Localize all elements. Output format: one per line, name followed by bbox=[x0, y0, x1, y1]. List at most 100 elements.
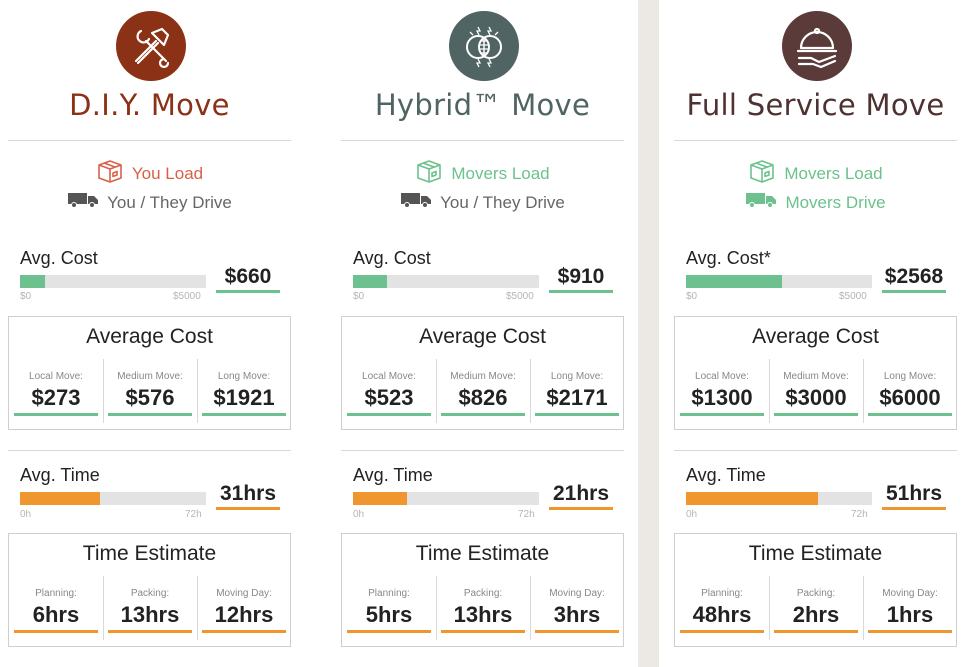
cell-divider bbox=[769, 576, 770, 640]
cell-value: 5hrs bbox=[347, 602, 431, 633]
cell-value: $273 bbox=[14, 385, 98, 416]
cell-value: $2171 bbox=[535, 385, 619, 416]
cell-label: Packing: bbox=[796, 588, 836, 599]
move-column-2: Full Service Move Movers Load Movers Drive… bbox=[659, 0, 966, 667]
drive-label: You / They Drive bbox=[107, 192, 232, 212]
cell-divider bbox=[103, 576, 104, 640]
hybrid-icon bbox=[449, 11, 519, 81]
cost-cell: Medium Move: $3000 bbox=[769, 359, 863, 425]
cell-divider bbox=[863, 359, 864, 423]
cell-value: 13hrs bbox=[108, 602, 192, 633]
time-bar bbox=[20, 492, 206, 505]
truck-icon bbox=[400, 192, 432, 213]
box-title: Time Estimate bbox=[748, 542, 883, 565]
cell-value: $6000 bbox=[868, 385, 952, 416]
cost-bar bbox=[20, 275, 206, 288]
time-cell: Planning: 5hrs bbox=[342, 576, 436, 642]
cost-cell: Medium Move: $576 bbox=[103, 359, 197, 425]
cost-bar-fill bbox=[686, 275, 782, 288]
cell-label: Long Move: bbox=[550, 371, 604, 382]
cell-label: Long Move: bbox=[883, 371, 937, 382]
cost-cell: Long Move: $2171 bbox=[530, 359, 624, 425]
drive-feature: You / They Drive bbox=[341, 192, 624, 213]
time-bar bbox=[686, 492, 872, 505]
cell-label: Moving Day: bbox=[882, 588, 938, 599]
cell-divider bbox=[530, 359, 531, 423]
load-label: You Load bbox=[131, 163, 204, 183]
cell-value: 6hrs bbox=[14, 602, 98, 633]
divider bbox=[674, 140, 957, 141]
cell-label: Moving Day: bbox=[216, 588, 272, 599]
cost-min: $0 bbox=[20, 291, 32, 302]
time-cell: Packing: 13hrs bbox=[436, 576, 530, 642]
time-bar-fill bbox=[686, 492, 818, 505]
cell-label: Medium Move: bbox=[450, 371, 516, 382]
box-icon bbox=[96, 158, 124, 189]
divider bbox=[341, 140, 624, 141]
time-min: 0h bbox=[353, 509, 365, 520]
cell-value: 1hrs bbox=[868, 602, 952, 633]
time-min: 0h bbox=[686, 509, 698, 520]
cell-label: Local Move: bbox=[362, 371, 416, 382]
cost-max: $5000 bbox=[173, 291, 201, 302]
cost-cell: Local Move: $1300 bbox=[675, 359, 769, 425]
time-estimate-box: Time Estimate Planning: 48hrs Packing: 2hrs M… bbox=[674, 533, 957, 647]
load-label: Movers Load bbox=[784, 163, 883, 183]
cell-label: Local Move: bbox=[29, 371, 83, 382]
cost-min: $0 bbox=[686, 291, 698, 302]
cell-label: Packing: bbox=[130, 588, 170, 599]
avg-time-label: Avg. Time bbox=[353, 465, 433, 485]
cell-divider bbox=[197, 576, 198, 640]
box-icon bbox=[415, 158, 443, 189]
avg-time-value: 51hrs bbox=[882, 482, 946, 510]
column-content: Hybrid™ Move Movers Load You / They Drive A… bbox=[341, 0, 624, 667]
avg-time-label: Avg. Time bbox=[686, 465, 766, 485]
time-bar bbox=[353, 492, 539, 505]
divider bbox=[8, 140, 291, 141]
column-title: Full Service Move bbox=[686, 88, 945, 122]
cell-divider bbox=[436, 576, 437, 640]
time-max: 72h bbox=[851, 509, 868, 520]
time-cell: Packing: 13hrs bbox=[103, 576, 197, 642]
load-feature: Movers Load bbox=[674, 158, 957, 189]
cell-value: 13hrs bbox=[441, 602, 525, 633]
time-cell: Planning: 6hrs bbox=[9, 576, 103, 642]
move-column-0: D.I.Y. Move You Load You / They Drive Avg. … bbox=[0, 0, 332, 667]
cost-max: $5000 bbox=[839, 291, 867, 302]
avg-cost-label: Avg. Cost* bbox=[686, 248, 771, 268]
cell-label: Packing: bbox=[463, 588, 503, 599]
cell-divider bbox=[769, 359, 770, 423]
cost-bar-fill bbox=[20, 275, 45, 288]
avg-time-label: Avg. Time bbox=[20, 465, 100, 485]
cell-value: $826 bbox=[441, 385, 525, 416]
time-cell: Moving Day: 1hrs bbox=[863, 576, 957, 642]
cost-bar-fill bbox=[353, 275, 387, 288]
cost-bar bbox=[353, 275, 539, 288]
time-max: 72h bbox=[518, 509, 535, 520]
move-column-1: Hybrid™ Move Movers Load You / They Drive A… bbox=[326, 0, 638, 667]
box-title: Time Estimate bbox=[415, 542, 550, 565]
cell-divider bbox=[197, 359, 198, 423]
average-cost-box: Average Cost Local Move: $273 Medium Move: $… bbox=[8, 316, 291, 430]
cell-divider bbox=[436, 359, 437, 423]
box-title: Average Cost bbox=[86, 325, 213, 348]
cell-label: Medium Move: bbox=[117, 371, 183, 382]
avg-cost-value: $2568 bbox=[882, 265, 946, 293]
box-title: Time Estimate bbox=[82, 542, 217, 565]
avg-time-value: 21hrs bbox=[549, 482, 613, 510]
drive-label: Movers Drive bbox=[785, 192, 886, 212]
time-bar-fill bbox=[20, 492, 100, 505]
truck-icon bbox=[67, 192, 99, 213]
time-max: 72h bbox=[185, 509, 202, 520]
load-feature: Movers Load bbox=[341, 158, 624, 189]
time-min: 0h bbox=[20, 509, 32, 520]
cell-label: Long Move: bbox=[217, 371, 271, 382]
column-title: D.I.Y. Move bbox=[69, 88, 230, 122]
column-content: D.I.Y. Move You Load You / They Drive Avg. … bbox=[8, 0, 291, 667]
cell-label: Moving Day: bbox=[549, 588, 605, 599]
cloche-hand-icon bbox=[782, 11, 852, 81]
cell-value: $1300 bbox=[680, 385, 764, 416]
cell-value: $1921 bbox=[202, 385, 286, 416]
truck-icon bbox=[745, 192, 777, 213]
cost-cell: Local Move: $523 bbox=[342, 359, 436, 425]
